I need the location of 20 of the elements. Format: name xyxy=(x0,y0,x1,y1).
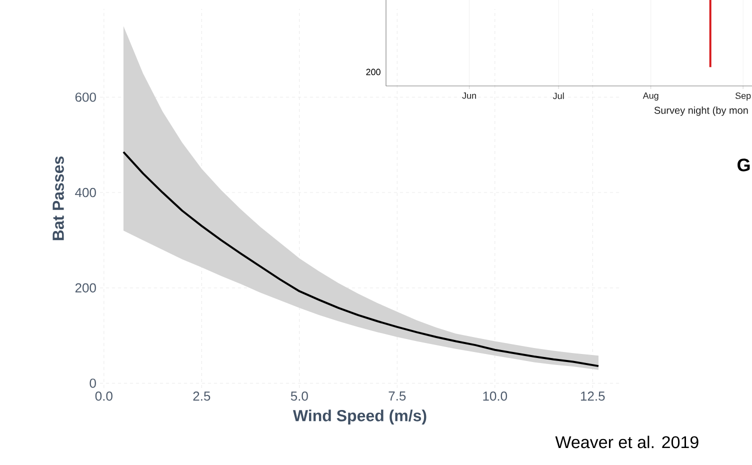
x-tick-label: 5.0 xyxy=(290,392,308,401)
x-tick-label: 12.5 xyxy=(580,392,605,401)
x-tick-label: 0.0 xyxy=(95,392,112,401)
x-tick-label: Aug xyxy=(642,92,658,101)
x-tick-label: 10.0 xyxy=(483,392,508,401)
text: G xyxy=(738,158,750,172)
y-axis-title: Bat Passes xyxy=(52,156,64,240)
x-tick-label: Sep xyxy=(735,92,751,101)
x-tick-label: 7.5 xyxy=(388,392,406,401)
x-tick-label: Jul xyxy=(552,92,564,100)
annotation: 200 xyxy=(366,68,380,76)
text: Weaver et al. 2019 xyxy=(555,436,698,448)
x-tick-label: 2.5 xyxy=(193,392,210,401)
y-tick-label: 200 xyxy=(75,283,96,292)
y-tick-label: 400 xyxy=(75,188,96,198)
x-axis-title: Survey night (by mon xyxy=(654,106,748,116)
y-tick-label: 0 xyxy=(90,378,96,388)
x-tick-label: Jun xyxy=(462,92,476,99)
x-axis-title: Wind Speed (m/s) xyxy=(292,410,426,425)
y-tick-label: 600 xyxy=(75,92,96,102)
